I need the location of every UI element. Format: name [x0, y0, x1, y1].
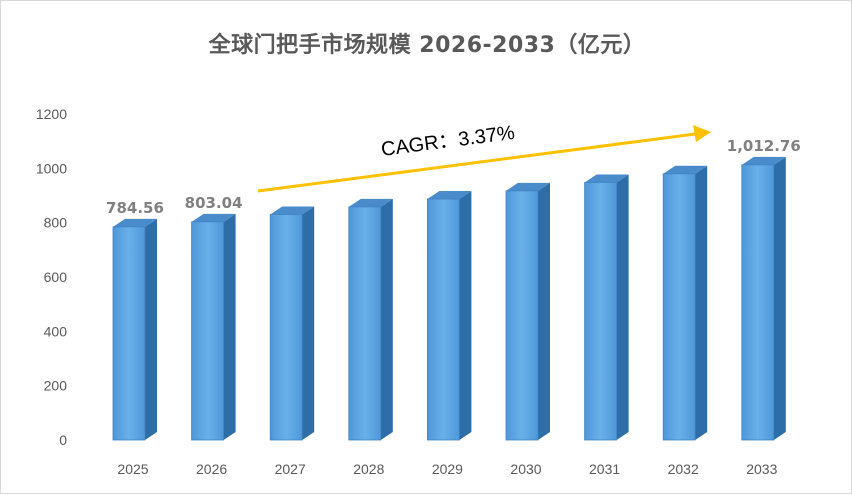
x-tick-label: 2032: [668, 461, 699, 477]
x-tick-label: 2029: [432, 461, 463, 477]
bar-side-face: [380, 198, 393, 440]
x-axis: 2025 2026 2027 2028 2029 2030 2031 2032 2033: [117, 461, 777, 477]
data-labels: 784.56 803.04 1,012.76: [106, 137, 801, 217]
cagr-annotation: CAGR：3.37%: [257, 122, 711, 193]
bar-side-face: [302, 206, 315, 440]
bar: [191, 213, 236, 441]
x-tick-label: 2033: [746, 461, 777, 477]
y-tick-label: 1000: [36, 160, 67, 176]
bar-front-face: [191, 221, 225, 441]
bar-front-face: [662, 173, 696, 441]
y-tick-label: 1200: [36, 106, 67, 122]
x-tick-label: 2026: [196, 461, 227, 477]
y-tick-label: 200: [44, 378, 68, 394]
data-label: 1,012.76: [727, 137, 801, 155]
bar-side-face: [459, 191, 472, 440]
bar-front-face: [741, 164, 775, 441]
bar-side-face: [616, 174, 629, 440]
bar-front-face: [112, 226, 146, 441]
x-tick-label: 2027: [275, 461, 306, 477]
x-tick-label: 2030: [510, 461, 541, 477]
bar-top-face: [270, 206, 315, 215]
bar: [741, 156, 786, 441]
bar-side-face: [223, 213, 236, 440]
x-tick-label: 2025: [117, 461, 148, 477]
y-tick-label: 0: [59, 432, 67, 448]
bars: [112, 156, 786, 441]
bar: [348, 198, 393, 441]
x-tick-label: 2031: [589, 461, 620, 477]
x-tick-label: 2028: [353, 461, 384, 477]
bar: [112, 218, 157, 441]
cagr-label: CAGR：3.37%: [380, 122, 516, 161]
bar-top-face: [663, 165, 708, 174]
bar-side-face: [145, 218, 157, 440]
bar-side-face: [695, 165, 708, 440]
y-tick-label: 800: [44, 215, 68, 231]
bar: [426, 191, 472, 441]
y-tick-label: 600: [44, 269, 68, 285]
y-tick-label: 400: [44, 323, 68, 339]
data-label: 803.04: [185, 194, 243, 212]
bar-front-face: [505, 190, 539, 441]
bar-front-face: [584, 182, 617, 441]
bar-top-face: [506, 182, 550, 191]
data-label: 784.56: [106, 199, 164, 217]
bar-front-face: [348, 206, 382, 441]
bar: [662, 165, 708, 441]
y-axis: 0 200 400 600 800 1000 1200: [36, 106, 67, 448]
bar: [269, 206, 315, 441]
bar: [584, 174, 629, 441]
bar-top-face: [191, 213, 236, 222]
bar-side-face: [773, 156, 786, 440]
bar-side-face: [538, 182, 550, 441]
bar-top-face: [584, 174, 629, 183]
bar-front-face: [269, 214, 303, 441]
chart-title: 全球门把手市场规模 2026-2033（亿元）: [208, 33, 646, 58]
cagr-arrow-head: [693, 125, 711, 142]
bar-top-face: [113, 218, 157, 227]
cagr-arrow-line: [257, 132, 696, 193]
bar-front-face: [426, 198, 460, 441]
bar: [505, 182, 550, 441]
bar-top-face: [427, 191, 472, 200]
bar-top-face: [348, 198, 393, 207]
bar-top-face: [741, 156, 786, 165]
